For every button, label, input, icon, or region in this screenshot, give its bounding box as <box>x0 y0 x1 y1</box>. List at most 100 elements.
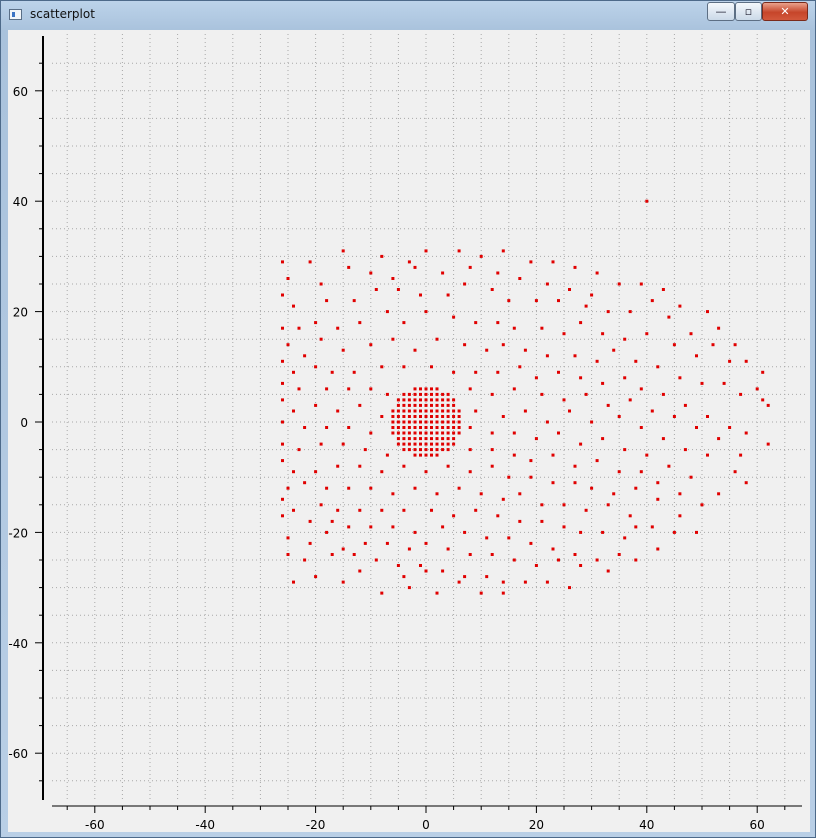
data-point <box>441 392 445 396</box>
data-point <box>424 420 428 424</box>
data-point <box>534 564 538 567</box>
data-point <box>430 409 433 413</box>
data-point <box>430 392 433 396</box>
data-point <box>424 392 428 396</box>
data-point <box>441 271 445 275</box>
data-point <box>468 387 472 391</box>
data-point <box>457 426 461 429</box>
data-point <box>501 580 505 584</box>
data-point <box>601 381 605 385</box>
data-point <box>402 448 406 452</box>
data-point <box>402 392 406 396</box>
data-point <box>661 288 665 291</box>
data-point <box>678 492 682 496</box>
data-point <box>424 387 428 391</box>
data-point <box>562 525 566 529</box>
data-point <box>407 420 411 424</box>
data-point <box>430 448 433 452</box>
data-point <box>501 249 505 253</box>
data-point <box>601 530 605 534</box>
data-point <box>446 547 450 551</box>
data-point <box>413 420 417 424</box>
data-point <box>446 420 450 424</box>
data-point <box>407 415 411 418</box>
data-point <box>601 437 605 441</box>
data-points <box>281 199 770 595</box>
data-point <box>700 503 704 507</box>
data-point <box>617 415 621 418</box>
data-point <box>435 442 439 446</box>
data-point <box>402 415 406 418</box>
data-point <box>568 586 571 590</box>
data-point <box>523 409 527 413</box>
x-tick-label: 60 <box>750 818 765 832</box>
maximize-button[interactable]: ▫ <box>735 2 762 21</box>
app-icon[interactable] <box>9 9 22 20</box>
plot-area: -60 -40 -20 0 20 40 60 60 40 20 0 -20 -40 -60 <box>8 30 810 832</box>
data-point <box>496 271 500 275</box>
data-point <box>347 265 351 269</box>
data-point <box>435 387 439 391</box>
data-point <box>419 448 422 452</box>
data-point <box>419 564 422 567</box>
data-point <box>435 492 439 496</box>
data-point <box>579 321 583 325</box>
data-point <box>507 475 511 479</box>
data-point <box>336 326 340 330</box>
data-point <box>452 514 456 518</box>
data-point <box>573 481 577 485</box>
data-point <box>584 304 588 308</box>
data-point <box>314 470 318 474</box>
data-point <box>766 403 770 407</box>
data-point <box>584 508 588 512</box>
data-point <box>325 299 329 303</box>
data-point <box>667 315 671 319</box>
data-point <box>501 497 505 501</box>
data-point <box>292 409 295 413</box>
data-point <box>407 586 411 590</box>
data-point <box>347 426 351 429</box>
data-point <box>281 459 284 463</box>
data-point <box>683 403 687 407</box>
data-point <box>645 332 649 336</box>
axes <box>35 36 802 813</box>
data-point <box>319 442 323 446</box>
data-point <box>281 497 284 501</box>
data-point <box>424 409 428 413</box>
data-point <box>650 409 654 413</box>
data-point <box>562 332 566 336</box>
data-point <box>446 448 450 452</box>
data-point <box>441 420 445 424</box>
title-bar[interactable]: scatterplot — ▫ ✕ <box>1 1 815 29</box>
data-point <box>766 442 770 446</box>
data-point <box>358 321 362 325</box>
data-point <box>413 348 417 352</box>
data-point <box>435 403 439 407</box>
data-point <box>407 403 411 407</box>
data-point <box>468 426 472 429</box>
data-point <box>717 437 721 441</box>
data-point <box>446 464 450 468</box>
data-point <box>391 415 395 418</box>
data-point <box>358 569 362 573</box>
data-point <box>507 536 511 540</box>
data-point <box>413 486 417 490</box>
data-point <box>347 525 351 529</box>
data-point <box>590 486 594 490</box>
maximize-icon: ▫ <box>744 5 753 18</box>
data-point <box>303 426 307 429</box>
data-point <box>347 387 351 391</box>
data-point <box>396 415 400 418</box>
data-point <box>396 564 400 567</box>
close-button[interactable]: ✕ <box>762 2 808 21</box>
tick-labels: -60 -40 -20 0 20 40 60 60 40 20 0 -20 -40 -60 <box>8 85 764 832</box>
data-point <box>650 299 654 303</box>
data-point <box>308 519 312 523</box>
data-point <box>396 398 400 402</box>
data-point <box>369 431 373 435</box>
data-point <box>518 492 522 496</box>
data-point <box>695 530 698 534</box>
data-point <box>551 453 555 457</box>
minimize-button[interactable]: — <box>707 2 735 21</box>
